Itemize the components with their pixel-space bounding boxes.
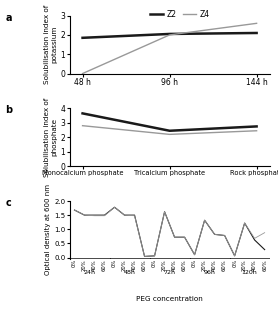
Text: b: b	[6, 105, 13, 115]
Z4	[168, 33, 171, 37]
Text: a: a	[6, 13, 12, 23]
Text: 48h: 48h	[124, 270, 135, 275]
Z4	[255, 22, 258, 25]
Y-axis label: Optical density at 600 nm: Optical density at 600 nm	[45, 184, 51, 275]
X-axis label: PEG concentration: PEG concentration	[136, 295, 203, 302]
Text: 24h: 24h	[83, 270, 96, 275]
Legend: Z2, Z4: Z2, Z4	[147, 7, 213, 22]
Text: 72h: 72h	[163, 270, 176, 275]
Y-axis label: Solubilisation index of
phosphate: Solubilisation index of phosphate	[44, 98, 58, 177]
Text: c: c	[6, 198, 11, 208]
Z2	[168, 32, 171, 36]
Z2	[255, 31, 258, 35]
Text: 120h: 120h	[242, 270, 257, 275]
Line: Z4: Z4	[83, 23, 257, 74]
Line: Z2: Z2	[83, 33, 257, 38]
Z2	[81, 36, 84, 40]
Y-axis label: Solubilisation index of
potassium: Solubilisation index of potassium	[44, 5, 58, 84]
Text: 96h: 96h	[204, 270, 215, 275]
Z4	[81, 72, 84, 76]
